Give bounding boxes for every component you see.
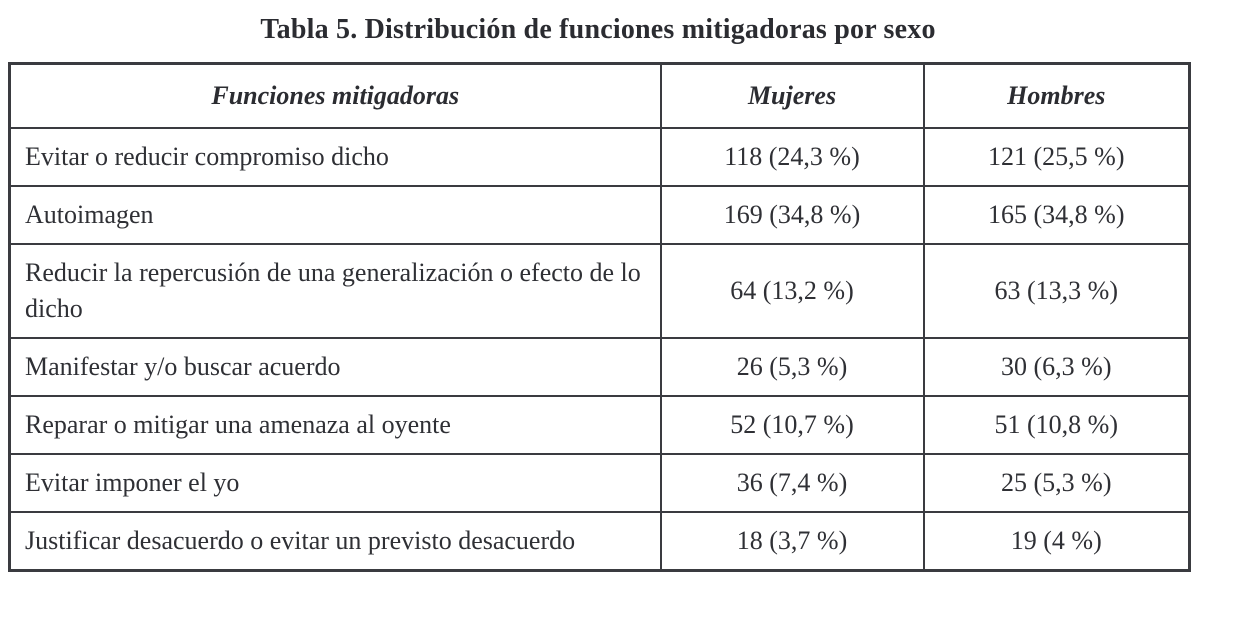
column-header-mujeres: Mujeres bbox=[659, 62, 925, 129]
cell-funcion: Evitar imponer el yo bbox=[8, 453, 662, 513]
cell-funcion: Reducir la repercusión de una generaliza… bbox=[8, 243, 662, 339]
table-row: Evitar imponer el yo 36 (7,4 %) 25 (5,3 … bbox=[8, 453, 1191, 513]
cell-funcion: Evitar o reducir compromiso dicho bbox=[8, 127, 662, 187]
cell-funcion: Manifestar y/o buscar acuerdo bbox=[8, 337, 662, 397]
cell-hombres: 165 (34,8 %) bbox=[922, 185, 1191, 245]
column-header-hombres: Hombres bbox=[922, 62, 1191, 129]
cell-funcion: Autoimagen bbox=[8, 185, 662, 245]
cell-mujeres: 64 (13,2 %) bbox=[659, 243, 925, 339]
cell-funcion: Justificar desacuerdo o evitar un previs… bbox=[8, 511, 662, 572]
data-table: Funciones mitigadoras Mujeres Hombres Ev… bbox=[8, 62, 1191, 572]
cell-mujeres: 26 (5,3 %) bbox=[659, 337, 925, 397]
cell-hombres: 19 (4 %) bbox=[922, 511, 1191, 572]
cell-hombres: 121 (25,5 %) bbox=[922, 127, 1191, 187]
table-row: Manifestar y/o buscar acuerdo 26 (5,3 %)… bbox=[8, 337, 1191, 397]
table-caption: Tabla 5. Distribución de funciones mitig… bbox=[260, 14, 936, 45]
cell-mujeres: 36 (7,4 %) bbox=[659, 453, 925, 513]
table-row: Justificar desacuerdo o evitar un previs… bbox=[8, 511, 1191, 572]
cell-hombres: 51 (10,8 %) bbox=[922, 395, 1191, 455]
column-header-funciones: Funciones mitigadoras bbox=[8, 62, 662, 129]
table-row: Reducir la repercusión de una generaliza… bbox=[8, 243, 1191, 339]
cell-mujeres: 52 (10,7 %) bbox=[659, 395, 925, 455]
table-row: Evitar o reducir compromiso dicho 118 (2… bbox=[8, 127, 1191, 187]
cell-mujeres: 118 (24,3 %) bbox=[659, 127, 925, 187]
cell-mujeres: 169 (34,8 %) bbox=[659, 185, 925, 245]
cell-hombres: 63 (13,3 %) bbox=[922, 243, 1191, 339]
cell-hombres: 30 (6,3 %) bbox=[922, 337, 1191, 397]
cell-funcion: Reparar o mitigar una amenaza al oyente bbox=[8, 395, 662, 455]
table-header-row: Funciones mitigadoras Mujeres Hombres bbox=[8, 62, 1191, 129]
table-row: Autoimagen 169 (34,8 %) 165 (34,8 %) bbox=[8, 185, 1191, 245]
table-row: Reparar o mitigar una amenaza al oyente … bbox=[8, 395, 1191, 455]
cell-hombres: 25 (5,3 %) bbox=[922, 453, 1191, 513]
cell-mujeres: 18 (3,7 %) bbox=[659, 511, 925, 572]
